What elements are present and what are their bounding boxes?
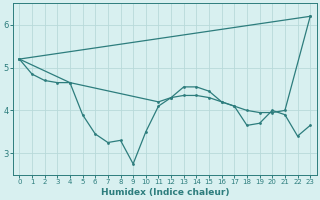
X-axis label: Humidex (Indice chaleur): Humidex (Indice chaleur) bbox=[100, 188, 229, 197]
